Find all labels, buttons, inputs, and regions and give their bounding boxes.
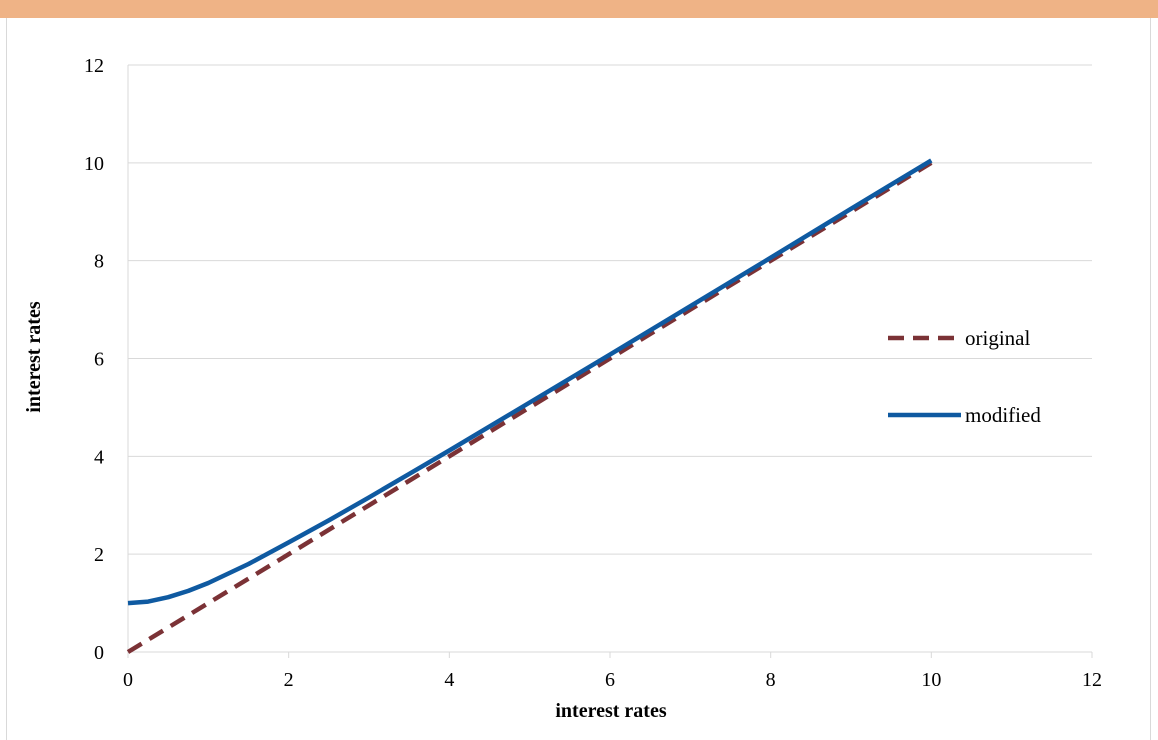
series-lines (126, 158, 933, 654)
x-tick-label: 10 (921, 669, 941, 691)
right-frame-border (1150, 18, 1151, 740)
y-tick-label: 2 (94, 544, 104, 566)
x-tick-label: 2 (284, 669, 294, 691)
x-tick-label: 0 (123, 669, 133, 691)
x-tick-label: 6 (605, 669, 615, 691)
x-tick-label: 12 (1082, 669, 1102, 691)
tick-labels: 0 2 4 6 8 10 12 0 2 4 6 8 10 12 (84, 55, 1102, 691)
x-axis-title: interest rates (555, 700, 666, 722)
y-tick-label: 10 (84, 153, 104, 175)
x-tick-label: 4 (444, 669, 454, 691)
y-tick-label: 4 (94, 446, 104, 468)
legend: original modified (888, 326, 1041, 427)
y-axis-title: interest rates (23, 301, 45, 412)
legend-label-original: original (965, 326, 1030, 350)
left-frame-border (6, 18, 7, 740)
gridlines (128, 64, 1092, 555)
series-line-original (126, 160, 933, 654)
series-line-modified (127, 158, 933, 606)
y-tick-label: 12 (84, 55, 104, 77)
top-accent-bar (0, 0, 1158, 18)
legend-label-modified: modified (965, 403, 1041, 427)
axes (127, 65, 1093, 658)
y-tick-label: 0 (94, 642, 104, 664)
x-tick-label: 8 (766, 669, 776, 691)
y-tick-label: 6 (94, 349, 104, 371)
y-tick-label: 8 (94, 251, 104, 273)
